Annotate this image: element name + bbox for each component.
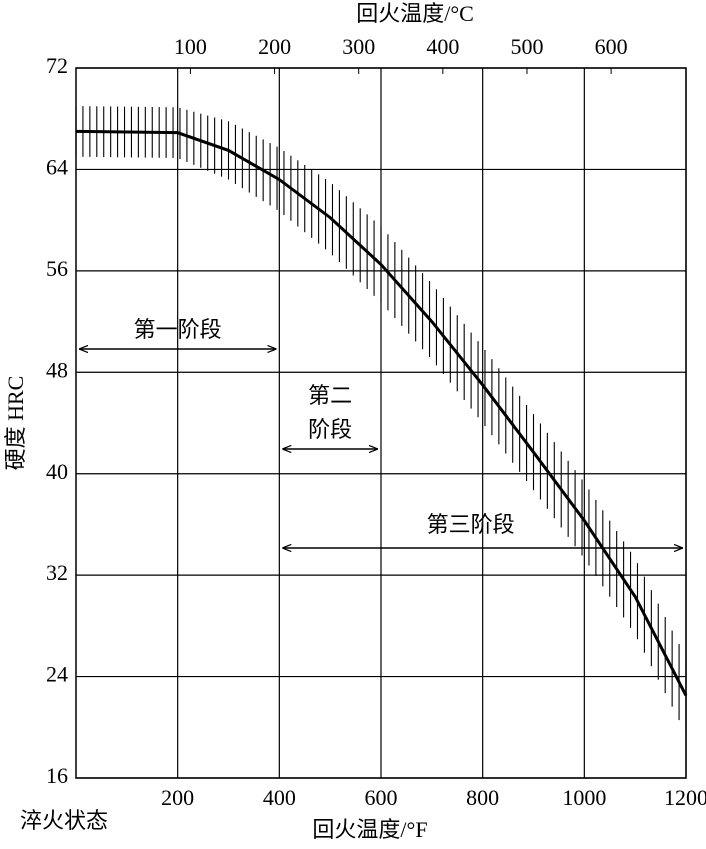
x2-axis-label: 回火温度/°C — [356, 1, 474, 26]
stage-label: 第一阶段 — [134, 317, 222, 342]
x-tick-label: 200 — [161, 785, 194, 810]
x-tick-label: 1200 — [664, 785, 706, 810]
y-tick-label: 32 — [46, 560, 68, 585]
x2-tick-label: 300 — [342, 34, 375, 59]
y-tick-label: 64 — [46, 154, 68, 179]
y-tick-label: 40 — [46, 459, 68, 484]
x-tick-label: 淬火状态 — [20, 808, 108, 833]
x2-tick-label: 100 — [174, 34, 207, 59]
x-tick-label: 800 — [466, 785, 499, 810]
x2-tick-label: 500 — [510, 34, 543, 59]
x2-tick-label: 200 — [258, 34, 291, 59]
y-tick-label: 72 — [46, 53, 68, 78]
y-axis-label: 硬度 HRC — [3, 376, 28, 471]
x-tick-label: 600 — [365, 785, 398, 810]
y-tick-label: 16 — [46, 763, 68, 788]
stage-label: 第三阶段 — [427, 512, 515, 537]
stage-label: 第二 — [308, 383, 352, 408]
x-axis-label: 回火温度/°F — [312, 817, 427, 842]
y-tick-label: 48 — [46, 357, 68, 382]
y-tick-label: 56 — [46, 256, 68, 281]
x-tick-label: 1000 — [562, 785, 606, 810]
x2-tick-label: 400 — [426, 34, 459, 59]
hardness-curve — [75, 129, 688, 697]
x2-tick-label: 600 — [595, 34, 628, 59]
stage-label: 阶段 — [308, 417, 352, 442]
x-tick-label: 400 — [263, 785, 296, 810]
y-tick-label: 24 — [46, 662, 68, 687]
